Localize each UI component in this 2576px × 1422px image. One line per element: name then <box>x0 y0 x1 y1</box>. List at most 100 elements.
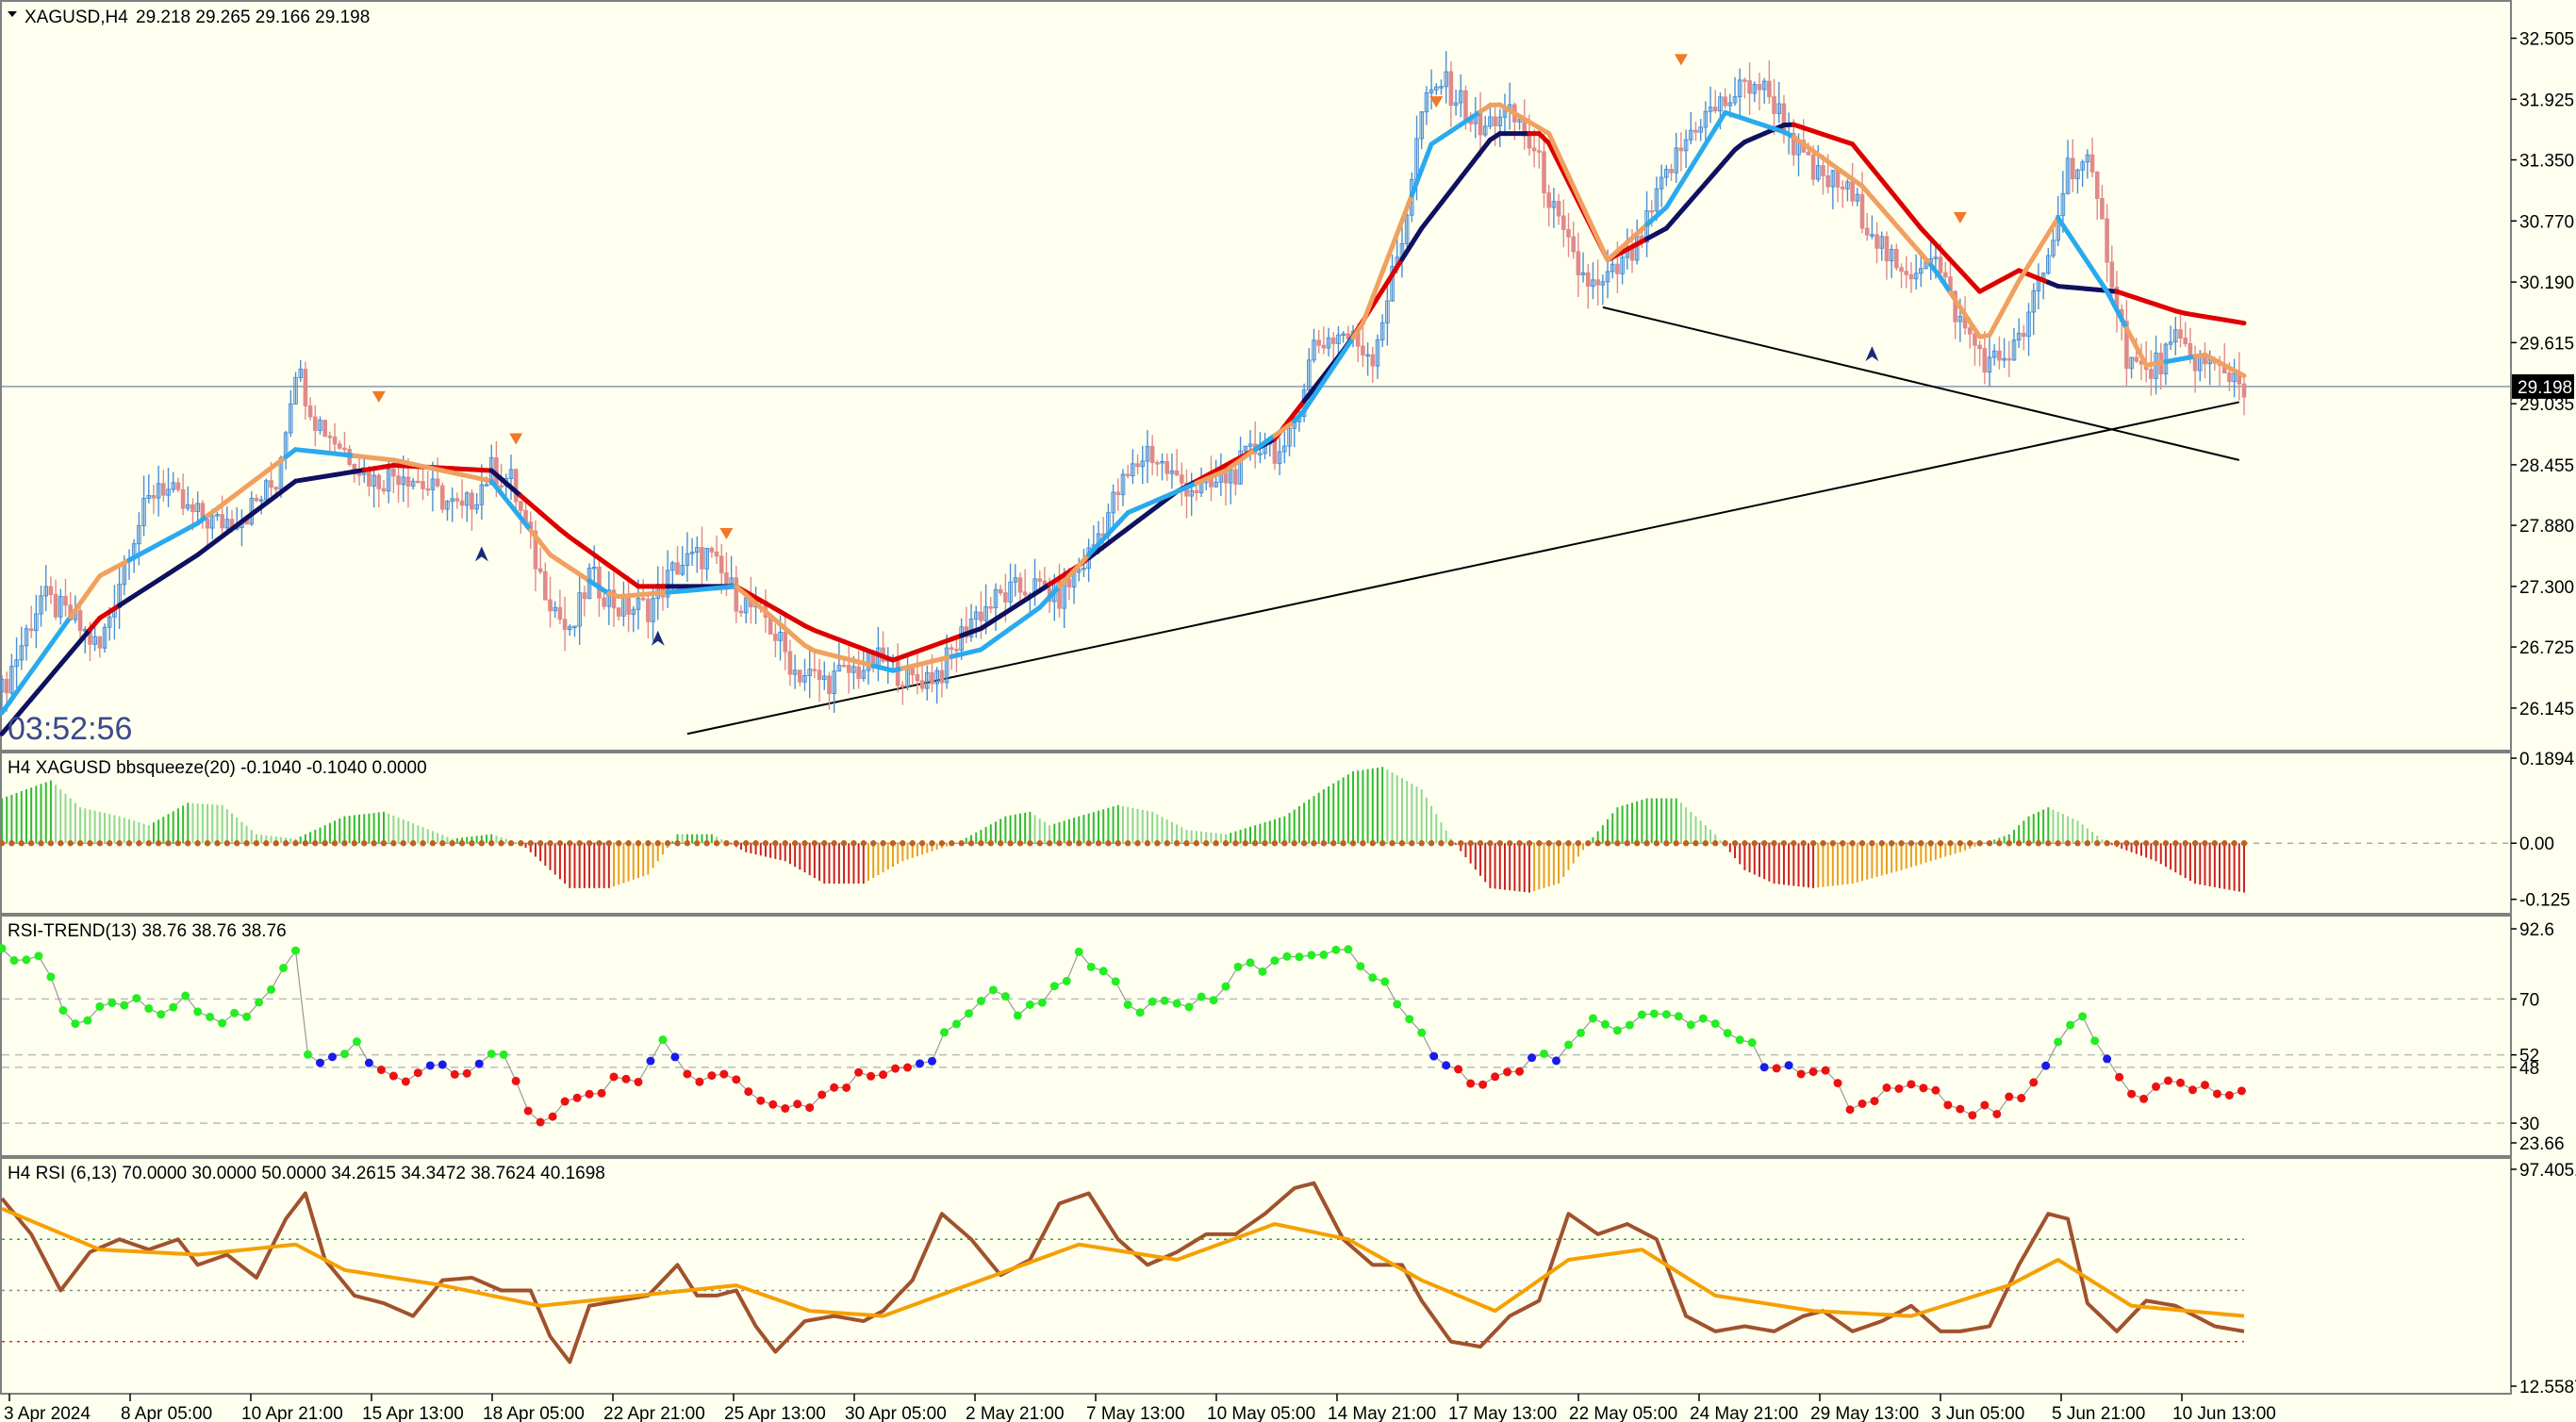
candle-body <box>1037 578 1043 582</box>
squeeze-dot <box>1164 840 1170 847</box>
fast-ma-segment <box>1565 173 1581 200</box>
candle-body <box>1076 569 1082 573</box>
candle-body <box>391 468 396 477</box>
slow-ma-segment <box>1850 141 1865 159</box>
rsi-trend-dot <box>1344 945 1353 954</box>
squeeze-dot <box>1251 840 1259 847</box>
time-axis-label: 10 May 05:00 <box>1207 1404 1315 1422</box>
candle-body <box>519 501 523 511</box>
candle-body <box>2227 372 2232 383</box>
candle-body <box>1082 567 1086 570</box>
squeeze-dot <box>292 840 299 847</box>
slow-ma-segment <box>48 662 63 679</box>
squeeze-dot <box>253 840 260 847</box>
squeeze-dot <box>96 840 104 847</box>
window-title: XAGUSD,H4 29.218 29.265 29.166 29.198 <box>8 8 370 27</box>
candle-body <box>2183 338 2188 344</box>
candle-body <box>1223 472 1229 484</box>
squeeze-dot <box>2025 840 2032 847</box>
rsi-trend-dot <box>951 1019 961 1029</box>
squeeze-dot <box>1418 840 1425 847</box>
rsi-trend-dot <box>1968 1111 1977 1120</box>
candle-body <box>1160 460 1164 464</box>
rsi-trend-axis-tick-label: 70 <box>2519 990 2539 1010</box>
squeeze-dot <box>155 840 162 847</box>
rsi-trend-dot <box>928 1056 937 1066</box>
candle-body <box>2075 169 2080 179</box>
candle-body <box>968 618 974 637</box>
squeeze-dot <box>2221 840 2228 847</box>
squeeze-dot <box>1820 840 1826 847</box>
candle-body <box>734 577 739 612</box>
rsi-trend-dot <box>1442 1061 1451 1070</box>
candle-body <box>1610 263 1615 273</box>
candle-body <box>215 514 220 517</box>
squeeze-dot <box>537 840 544 847</box>
rsi-trend-dot <box>683 1069 692 1079</box>
candle-body <box>356 473 362 476</box>
squeeze-dot <box>2113 840 2121 847</box>
candle-body <box>186 504 190 509</box>
slow-ma-line <box>0 122 2247 736</box>
candle-body <box>1938 256 1943 273</box>
squeeze-dot <box>2202 840 2208 847</box>
candle-body <box>685 553 690 567</box>
candle-body <box>1732 96 1738 104</box>
rsi-trend-dot <box>0 944 7 953</box>
squeeze-dot <box>2191 840 2199 847</box>
candle-body <box>1375 339 1380 367</box>
rsi-trend-dot <box>707 1071 717 1081</box>
rsi-trend-dot <box>1307 951 1316 960</box>
candle-body <box>220 514 224 529</box>
slow-ma-segment <box>1859 154 1874 171</box>
candle-body <box>718 555 724 574</box>
rsi-trend-dot <box>854 1067 864 1077</box>
rsi-trend-dot <box>2237 1086 2246 1096</box>
chevron-down-icon[interactable] <box>8 11 17 17</box>
candle-body <box>919 680 925 689</box>
candle-body <box>934 670 939 685</box>
squeeze-dot <box>194 840 201 847</box>
squeeze-dot <box>165 840 172 847</box>
squeeze-dot <box>322 840 328 847</box>
ohlc-label: 29.218 29.265 29.166 29.198 <box>136 8 370 27</box>
candle-body <box>1174 470 1180 476</box>
candle-body <box>778 632 783 641</box>
candle-body <box>1772 96 1776 114</box>
squeeze-dot <box>723 840 730 847</box>
squeeze-dot <box>263 840 270 847</box>
squeeze-dot <box>870 840 877 847</box>
bbsqueeze-axis: 0.1894 0.00 -0.125 <box>2511 750 2575 911</box>
candle-body <box>2051 240 2056 256</box>
rsi-trend-dot <box>1907 1080 1916 1089</box>
candle-body <box>1341 333 1346 337</box>
fast-ma-segment <box>8 683 25 702</box>
price-axis-tick-label: 28.455 <box>2519 456 2574 476</box>
squeeze-dot <box>1300 840 1308 847</box>
candle-body <box>479 484 485 505</box>
rsi-trend-dot <box>1000 992 1010 1001</box>
time-axis: 3 Apr 2024 8 Apr 05:00 10 Apr 21:00 15 Apr … <box>4 1394 2276 1422</box>
rsi-trend-dot <box>1674 1012 1683 1021</box>
rsi-trend-dot <box>499 1050 508 1059</box>
candle-body <box>2080 161 2085 171</box>
candle-body <box>787 651 793 675</box>
candles <box>0 51 2247 716</box>
candle-body <box>694 547 700 554</box>
slow-ma-segment <box>1879 177 1894 195</box>
squeeze-dot <box>478 840 486 847</box>
slow-ma-segment <box>1301 386 1316 404</box>
rsi-trend-dot <box>916 1059 925 1068</box>
rsi-trend-connector <box>1 948 2242 1123</box>
candle-body <box>102 626 107 649</box>
rsi-trend-dots <box>0 944 2246 1127</box>
panel-frames <box>0 0 2512 1395</box>
rsi-trend-dot <box>756 1096 766 1105</box>
slow-ma-segment <box>68 638 83 655</box>
candle-body <box>1879 236 1885 249</box>
candle-body <box>2100 198 2105 220</box>
rsi-trend-dot <box>621 1074 631 1083</box>
candle-body <box>1361 345 1365 356</box>
candle-body <box>998 588 1003 594</box>
squeeze-dot <box>1624 840 1630 847</box>
